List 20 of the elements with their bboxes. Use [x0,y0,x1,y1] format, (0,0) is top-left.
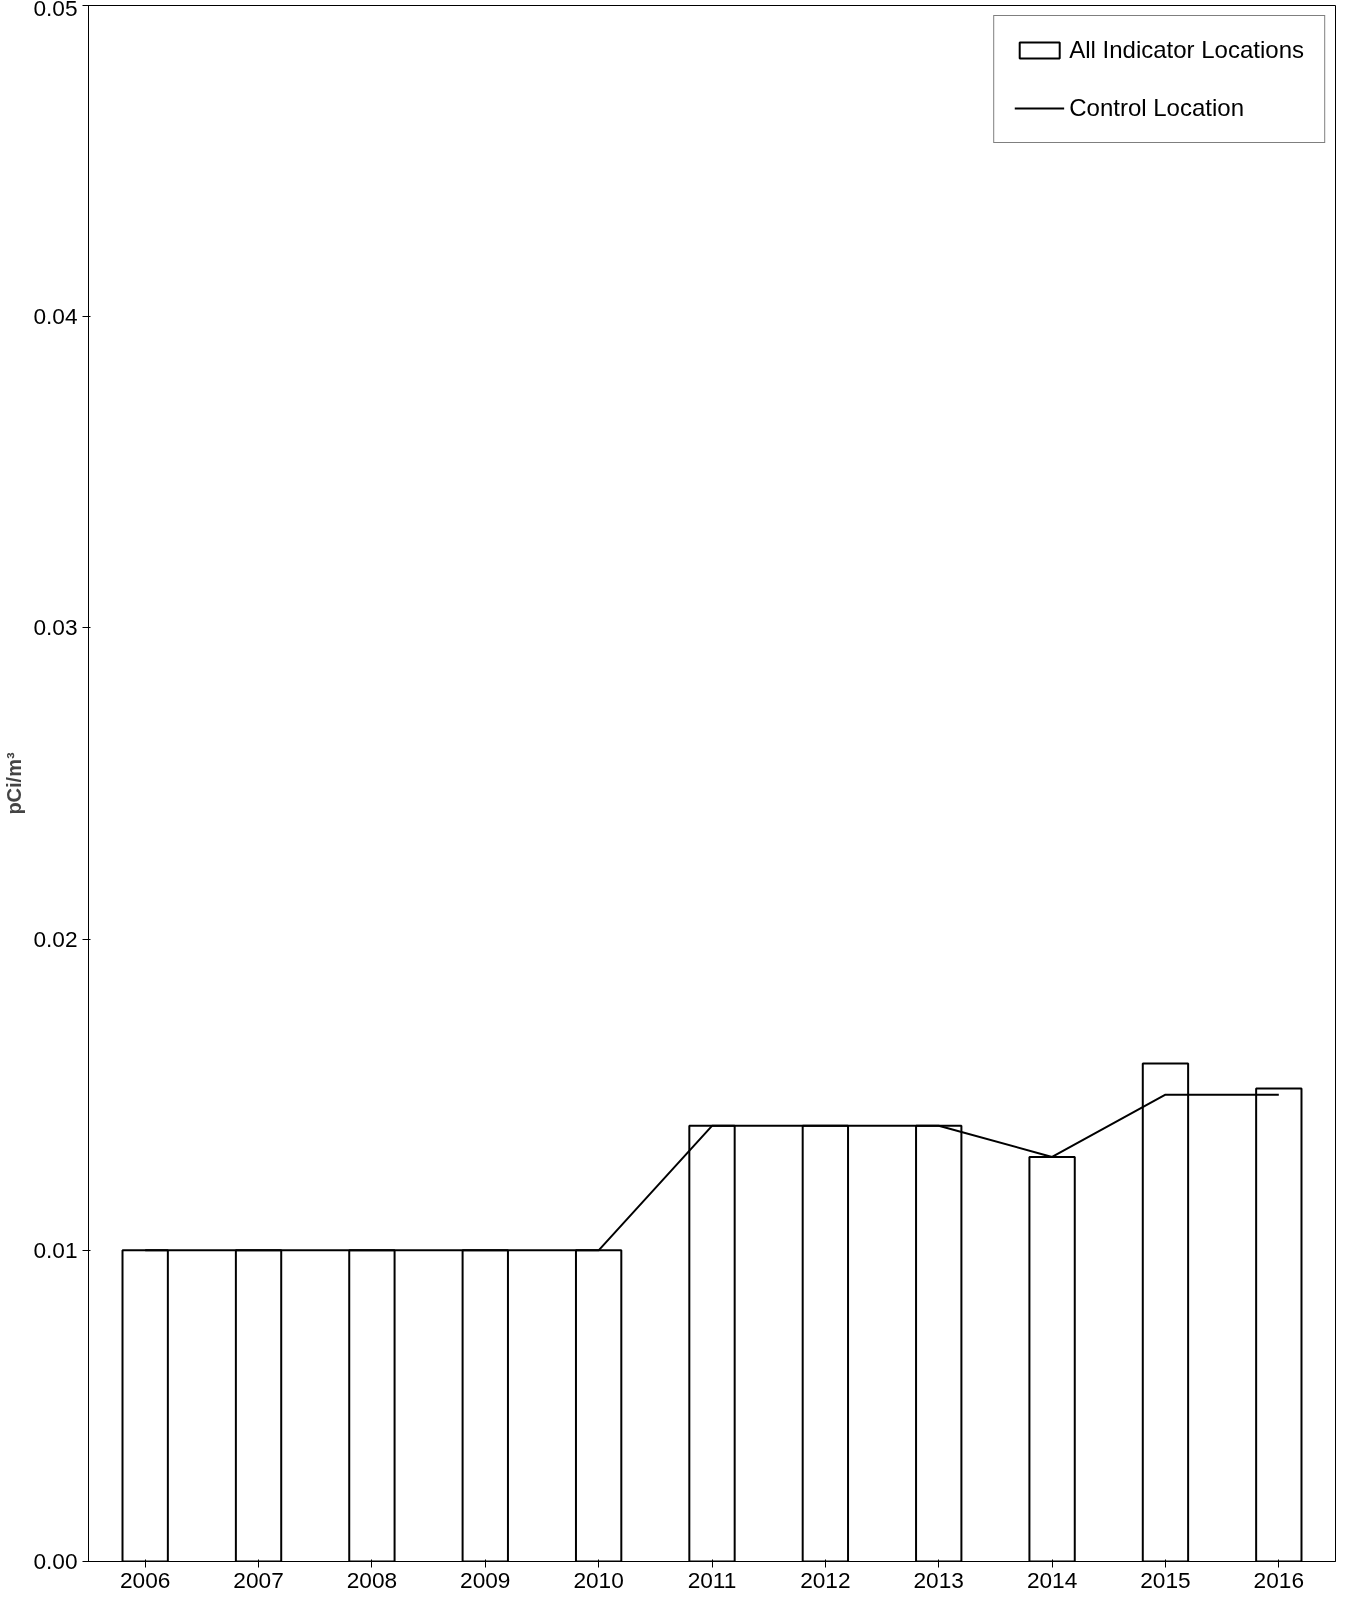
x-tick-label: 2006 [119,1566,171,1593]
x-tick-label: 2016 [1253,1566,1305,1593]
x-tick-label: 2010 [573,1566,624,1593]
x-tick-label: 2009 [460,1566,511,1593]
x-tick-label: 2008 [346,1566,398,1593]
y-tick-label: 0.03 [33,614,78,641]
y-axis-title: pCi/m³ [3,752,26,815]
y-tick-label: 0.04 [33,303,78,330]
x-tick-label: 2015 [1140,1566,1191,1593]
y-tick-label: 0.01 [33,1236,78,1263]
x-tick-label: 2011 [687,1566,737,1593]
x-tick-label: 2012 [800,1566,851,1593]
legend-label: All Indicator Locations [1069,36,1304,64]
x-tick-label: 2014 [1026,1566,1078,1593]
y-tick-label: 0.02 [33,925,78,952]
y-tick-label: 0.00 [33,1548,78,1574]
x-tick-label: 2007 [233,1566,284,1593]
legend-label: Control Location [1069,94,1244,122]
y-tick-label: 0.05 [33,0,78,21]
x-tick-label: 2013 [913,1566,964,1593]
